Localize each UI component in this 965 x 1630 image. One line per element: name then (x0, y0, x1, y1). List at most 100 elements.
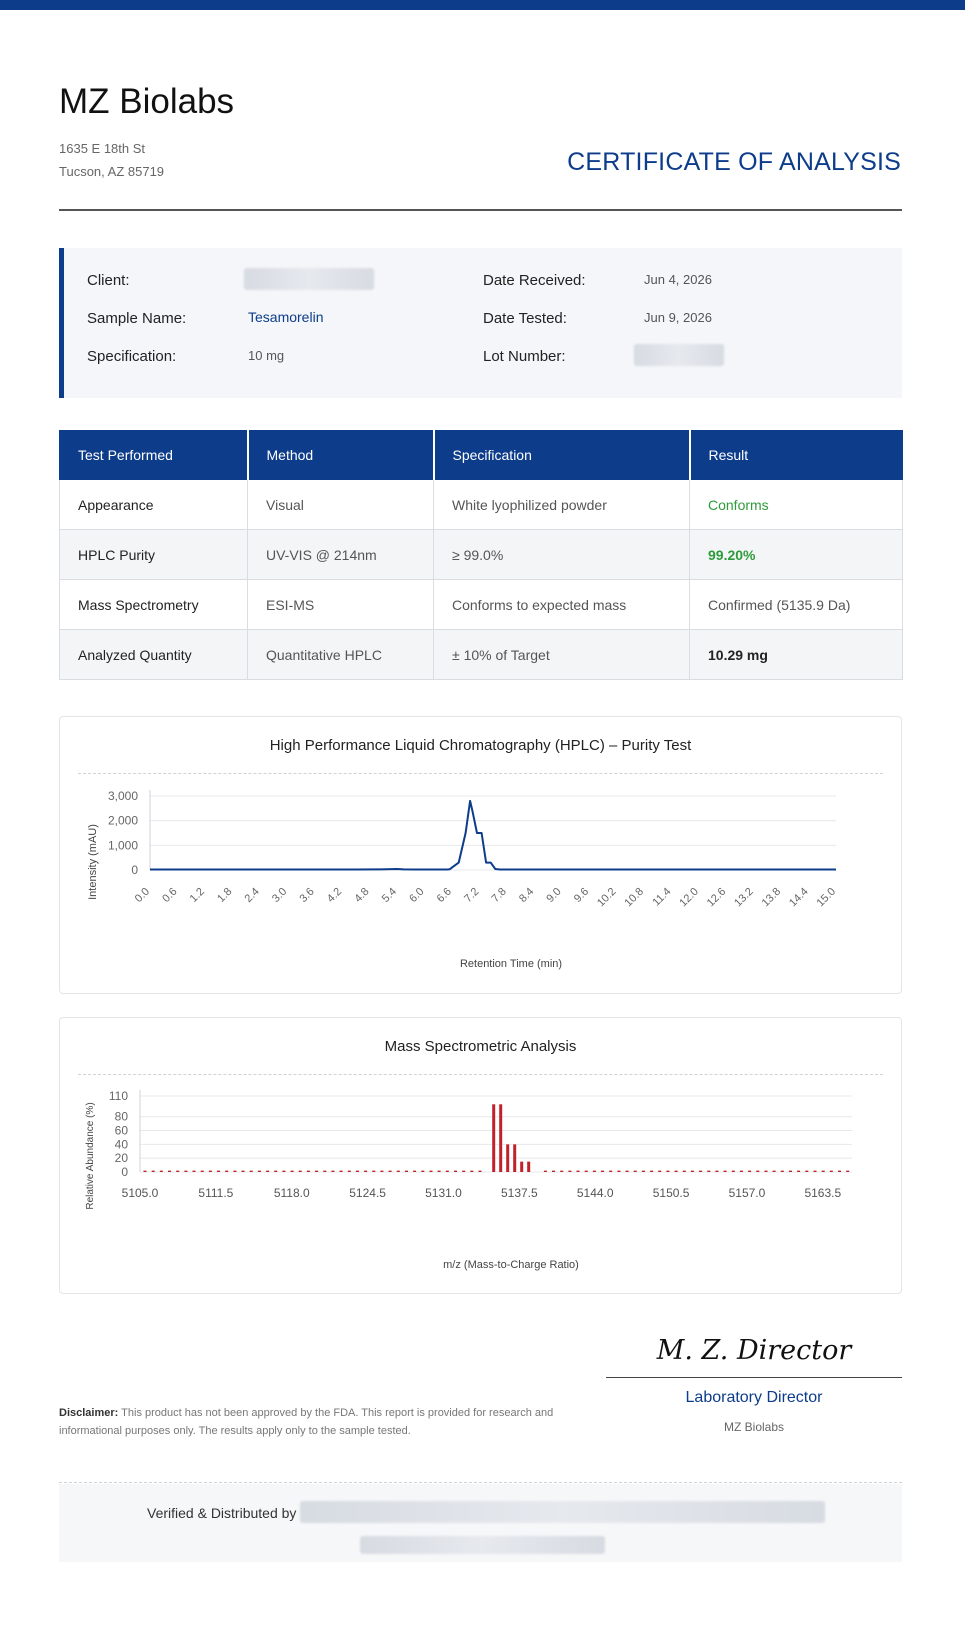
ms-baseline-bar (200, 1170, 204, 1172)
ms-baseline-bar (601, 1170, 604, 1172)
ms-baseline-bar (764, 1170, 768, 1172)
hplc-x-tick-label: 15.0 (814, 886, 838, 910)
specification-value: 10 mg (248, 348, 285, 363)
ms-baseline-bar (789, 1170, 792, 1172)
client-label: Client: (87, 272, 130, 289)
ms-baseline-bar (813, 1170, 817, 1172)
hplc-x-tick-label: 13.8 (760, 886, 784, 910)
ms-baseline-bar (641, 1170, 645, 1172)
ms-baseline-bar (682, 1170, 686, 1172)
sample-name-label: Sample Name: (87, 310, 187, 327)
hplc-y-tick-label: 3,000 (108, 789, 138, 803)
hplc-x-tick-label: 7.8 (490, 886, 509, 905)
ms-x-tick-label: 5157.0 (729, 1186, 766, 1200)
ms-baseline-bar (731, 1170, 735, 1172)
test-method: Visual (247, 479, 434, 530)
hplc-x-tick-label: 10.8 (622, 886, 646, 910)
ms-baseline-bar (405, 1170, 408, 1172)
ms-baseline-bar (445, 1170, 449, 1172)
test-method: Quantitative HPLC (247, 629, 434, 680)
ms-baseline-bar (797, 1170, 801, 1172)
footer-divider (59, 1482, 902, 1483)
ms-baseline-bar (380, 1170, 384, 1172)
ms-baseline-bar (609, 1170, 613, 1172)
ms-x-tick-label: 5131.0 (425, 1186, 462, 1200)
ms-x-tick-label: 5163.5 (804, 1186, 841, 1200)
ms-title-divider (78, 1074, 883, 1075)
hplc-chart: Intensity (mAU) Retention Time (min) 0 1,… (87, 789, 838, 970)
hplc-x-tick-label: 10.2 (595, 886, 619, 910)
date-tested-label: Date Tested: (483, 310, 567, 327)
ms-baseline-bar (674, 1170, 678, 1172)
test-result: Confirmed (5135.9 Da) (689, 579, 903, 630)
disclaimer: Disclaimer: This product has not been ap… (59, 1404, 569, 1440)
company-name: MZ Biolabs (59, 82, 235, 121)
ms-chart: Relative Abundance (%) m/z (Mass-to-Char… (85, 1089, 852, 1271)
ms-baseline-bar (257, 1170, 261, 1172)
ms-baseline-bar (355, 1170, 359, 1172)
signatory-title: Laboratory Director (685, 1389, 823, 1406)
ms-baseline-bar (241, 1170, 245, 1172)
ms-baseline-bar (372, 1170, 376, 1172)
ms-baseline-bar (421, 1170, 425, 1172)
hplc-x-tick-label: 4.2 (325, 886, 344, 905)
ms-baseline-bar (846, 1170, 850, 1172)
hplc-x-tick-label: 1.2 (188, 886, 207, 905)
table-row: Mass Spectrometry ESI-MS Conforms to exp… (59, 579, 903, 630)
address-line-1: 1635 E 18th St (59, 141, 146, 156)
disclaimer-label: Disclaimer: (59, 1407, 119, 1419)
ms-baseline-bar (560, 1170, 564, 1172)
ms-baseline-bar (454, 1170, 457, 1172)
verified-by-label: Verified & Distributed by (147, 1505, 297, 1521)
ms-baseline-bar (290, 1170, 294, 1172)
ms-y-tick-label: 20 (115, 1151, 129, 1165)
hplc-x-tick-label: 8.4 (517, 886, 536, 905)
ms-x-tick-label: 5124.5 (349, 1186, 386, 1200)
ms-baseline-bar (437, 1170, 441, 1172)
test-result: Conforms (689, 479, 903, 530)
hplc-title-divider (78, 773, 883, 774)
hplc-x-tick-label: 11.4 (650, 886, 673, 909)
ms-baseline-bar (323, 1170, 327, 1172)
ms-baseline-bar (568, 1170, 572, 1172)
ms-baseline-bar (217, 1170, 220, 1172)
ms-baseline-bar (756, 1170, 760, 1172)
ms-baseline-bar (707, 1170, 711, 1172)
ms-baseline-bar (396, 1170, 400, 1172)
ms-baseline-bar (584, 1170, 588, 1172)
ms-baseline-bar (617, 1170, 621, 1172)
test-spec: Conforms to expected mass (433, 579, 690, 630)
ms-baseline-bar (576, 1170, 580, 1172)
ms-baseline-bar (266, 1170, 270, 1172)
ms-baseline-bar (821, 1170, 825, 1172)
test-method: ESI-MS (247, 579, 434, 630)
hplc-chart-title: High Performance Liquid Chromatography (… (269, 737, 692, 754)
hplc-x-tick-label: 7.2 (462, 886, 481, 905)
distributor-redacted (300, 1501, 825, 1523)
ms-baseline-bar (233, 1170, 237, 1172)
hplc-x-tick-label: 6.0 (407, 886, 426, 905)
ms-baseline-bar (168, 1170, 171, 1172)
ms-y-tick-label: 0 (121, 1165, 128, 1179)
ms-peak-bar (520, 1161, 524, 1172)
test-name: Mass Spectrometry (59, 579, 248, 630)
table-header-row: Test Performed Method Specification Resu… (59, 430, 903, 480)
hplc-series-line (150, 799, 836, 871)
hplc-x-tick-label: 13.2 (732, 886, 756, 910)
ms-y-tick-label: 40 (115, 1137, 129, 1151)
ms-x-tick-label: 5150.5 (653, 1186, 690, 1200)
ms-baseline-bar (739, 1170, 743, 1172)
ms-baseline-bar (315, 1170, 319, 1172)
ms-baseline-bar (592, 1170, 596, 1172)
ms-peak-bar (506, 1144, 510, 1172)
hplc-x-tick-label: 6.6 (435, 886, 454, 905)
ms-baseline-bar (208, 1170, 212, 1172)
ms-baseline-bar (184, 1170, 188, 1172)
specification-label: Specification: (87, 348, 177, 365)
distributor-contact-redacted (360, 1536, 605, 1554)
director-signature: M. Z. Director (656, 1335, 852, 1366)
hplc-x-tick-label: 0.0 (133, 886, 152, 905)
ms-x-axis-label: m/z (Mass-to-Charge Ratio) (443, 1259, 579, 1271)
top-accent-bar (0, 0, 965, 10)
hplc-y-tick-label: 2,000 (108, 814, 138, 828)
